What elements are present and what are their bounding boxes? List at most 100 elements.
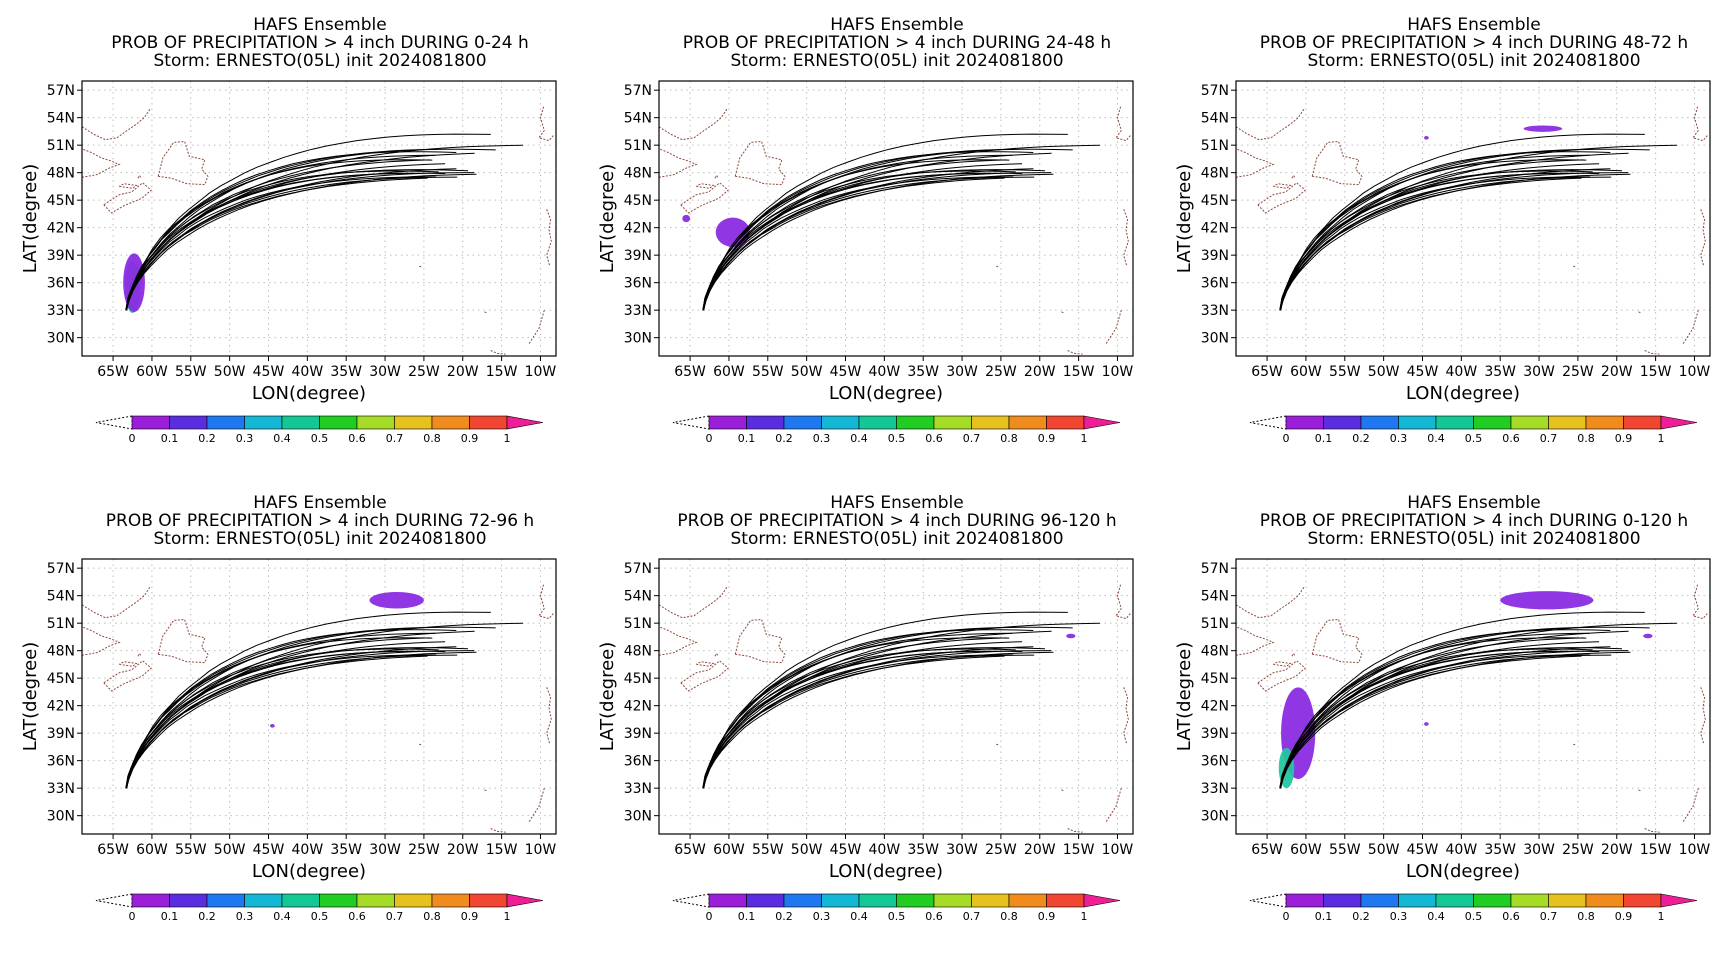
colorbar-tick-label: 0.9 <box>1038 432 1056 445</box>
lat-tick-label: 48N <box>1201 644 1229 660</box>
lat-tick-label: 36N <box>1201 754 1229 770</box>
coastline <box>714 652 719 657</box>
lat-tick-label: 30N <box>624 331 652 347</box>
ensemble-track <box>702 133 1068 311</box>
colorbar-tick-label: 0.2 <box>1352 910 1370 923</box>
lon-tick-label: 50W <box>1368 364 1400 380</box>
lat-tick-label: 39N <box>624 248 652 264</box>
lon-tick-label: 20W <box>1601 842 1633 858</box>
colorbar-bin <box>971 415 1010 430</box>
lon-tick-label: 45W <box>1407 842 1439 858</box>
colorbar-tick-label: 0.3 <box>236 432 254 445</box>
title-line-3: Storm: ERNESTO(05L) init 2024081800 <box>1307 51 1640 71</box>
colorbar-tick-label: 0.5 <box>311 432 329 445</box>
ensemble-track <box>1279 611 1645 789</box>
lat-tick-label: 30N <box>47 809 75 825</box>
lon-tick-label: 30W <box>1523 364 1555 380</box>
colorbar-tick-label: 0.4 <box>1427 432 1445 445</box>
ensemble-track <box>1280 641 1600 789</box>
colorbar-tick-label: 0.6 <box>925 432 943 445</box>
lon-tick-label: 20W <box>1024 842 1056 858</box>
lat-tick-label: 48N <box>47 166 75 182</box>
lat-tick-label: 51N <box>47 138 75 154</box>
colorbar-tick-label: 0.2 <box>775 432 793 445</box>
coastline <box>1638 311 1642 314</box>
ensemble-track <box>702 655 1005 789</box>
coastline <box>1061 311 1065 314</box>
lat-tick-label: 39N <box>47 726 75 742</box>
colorbar-bin <box>1046 893 1085 908</box>
colorbar-tick-label: 0.9 <box>461 910 479 923</box>
coastline <box>1257 660 1306 692</box>
colorbar-tick-label: 0 <box>1283 910 1290 923</box>
lon-tick-label: 65W <box>674 364 706 380</box>
colorbar-bin <box>169 893 208 908</box>
colorbar-bin <box>708 893 747 908</box>
x-axis-label: LON(degree) <box>1406 861 1520 882</box>
lon-tick-label: 25W <box>1562 842 1594 858</box>
coastline <box>1291 174 1296 179</box>
colorbar-tick-label: 1 <box>1081 432 1088 445</box>
lon-tick-label: 60W <box>1290 364 1322 380</box>
ensemble-track <box>702 611 1068 789</box>
lat-tick-label: 30N <box>624 809 652 825</box>
colorbar-tick-label: 0.2 <box>198 910 216 923</box>
coastline <box>680 660 729 692</box>
ensemble-track <box>126 630 475 789</box>
colorbar-tick-label: 0.7 <box>386 910 404 923</box>
title-line-3: Storm: ERNESTO(05L) init 2024081800 <box>153 529 486 549</box>
lon-tick-label: 15W <box>1640 364 1672 380</box>
coastline <box>659 586 728 619</box>
colorbar-bin <box>708 415 747 430</box>
coastline <box>1644 350 1660 355</box>
lat-tick-label: 45N <box>624 193 652 209</box>
colorbar-tick-label: 0.3 <box>813 910 831 923</box>
ensemble-track <box>703 173 1054 311</box>
coastline <box>1061 789 1065 792</box>
colorbar-under-triangle <box>95 415 133 430</box>
title-line-2: PROB OF PRECIPITATION > 4 inch DURING 96… <box>677 511 1116 531</box>
lat-tick-label: 54N <box>624 111 652 127</box>
coastline <box>1638 789 1642 792</box>
colorbar-bin <box>783 893 822 908</box>
colorbar-bin <box>1510 893 1549 908</box>
colorbar-tick-label: 0.1 <box>1315 910 1333 923</box>
colorbar-over-triangle <box>506 415 544 430</box>
lon-tick-label: 10W <box>1679 842 1711 858</box>
ensemble-track <box>703 646 1034 789</box>
lon-tick-label: 45W <box>253 842 285 858</box>
colorbar-under-triangle <box>672 893 710 908</box>
lon-tick-label: 60W <box>136 364 168 380</box>
lat-tick-label: 36N <box>47 754 75 770</box>
lon-tick-label: 45W <box>253 364 285 380</box>
coastline <box>659 626 698 656</box>
lat-tick-label: 30N <box>1201 809 1229 825</box>
lon-tick-label: 15W <box>1063 842 1095 858</box>
colorbar-tick-label: 1 <box>1081 910 1088 923</box>
colorbar-tick-label: 0.9 <box>1615 432 1633 445</box>
ensemble-track <box>125 177 428 311</box>
lon-tick-label: 35W <box>330 364 362 380</box>
colorbar-bin <box>821 415 860 430</box>
coastline <box>1700 209 1706 267</box>
coastline <box>1257 182 1306 214</box>
lon-tick-label: 45W <box>1407 364 1439 380</box>
y-axis-label: LAT(degree) <box>1174 164 1195 273</box>
title-line-1: HAFS Ensemble <box>253 15 386 35</box>
colorbar-tick-label: 0.8 <box>423 432 441 445</box>
coastline <box>157 618 209 664</box>
ensemble-track <box>1280 163 1600 311</box>
colorbar-bin <box>131 893 170 908</box>
lat-tick-label: 57N <box>624 83 652 99</box>
ensemble-track <box>1280 630 1629 789</box>
x-axis-label: LON(degree) <box>252 861 366 882</box>
title-line-1: HAFS Ensemble <box>830 493 963 513</box>
colorbar-tick-label: 0.8 <box>1000 432 1018 445</box>
colorbar-bin <box>1585 893 1624 908</box>
colorbar-bin <box>821 893 860 908</box>
lon-tick-label: 35W <box>330 842 362 858</box>
map-plot-area <box>1236 559 1710 834</box>
coastline <box>714 174 719 179</box>
